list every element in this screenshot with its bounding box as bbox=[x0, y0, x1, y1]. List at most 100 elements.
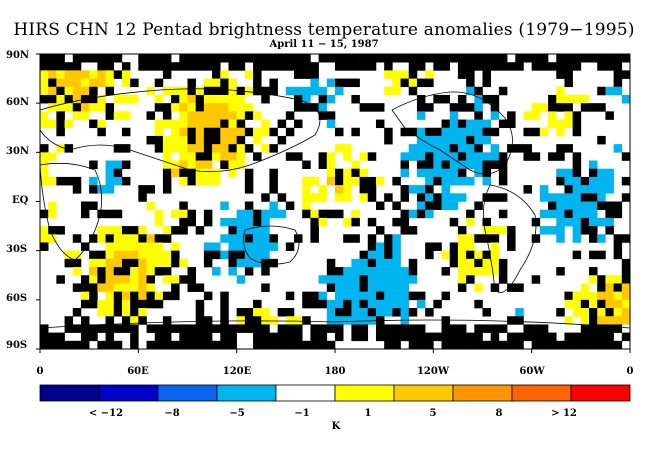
anomaly-cell bbox=[220, 340, 229, 350]
anomaly-cell bbox=[154, 135, 164, 145]
anomaly-cell bbox=[130, 78, 139, 88]
anomaly-cell bbox=[359, 332, 369, 342]
anomaly-cell bbox=[556, 176, 565, 186]
anomaly-cell bbox=[613, 86, 623, 96]
anomaly-cell bbox=[539, 62, 549, 71]
anomaly-cell bbox=[179, 258, 188, 268]
anomaly-cell bbox=[375, 54, 385, 63]
anomaly-cell bbox=[72, 70, 82, 79]
anomaly-cell bbox=[359, 291, 369, 301]
anomaly-cell bbox=[531, 62, 541, 71]
anomaly-cell bbox=[392, 217, 401, 227]
anomaly-cell bbox=[80, 340, 90, 350]
anomaly-cell bbox=[384, 193, 393, 202]
anomaly-cell bbox=[121, 324, 131, 333]
anomaly-cell bbox=[449, 242, 459, 251]
anomaly-cell bbox=[187, 217, 196, 227]
anomaly-cell bbox=[351, 308, 360, 317]
anomaly-cell bbox=[154, 258, 164, 268]
anomaly-cell bbox=[589, 209, 598, 219]
anomaly-cell bbox=[121, 127, 131, 137]
anomaly-cell bbox=[408, 267, 418, 276]
anomaly-cell bbox=[539, 185, 549, 194]
anomaly-cell bbox=[154, 332, 164, 342]
anomaly-cell bbox=[113, 168, 123, 178]
anomaly-cell bbox=[269, 127, 278, 137]
anomaly-cell bbox=[490, 226, 500, 235]
anomaly-cell bbox=[572, 340, 582, 350]
anomaly-cell bbox=[589, 201, 598, 210]
anomaly-cell bbox=[203, 209, 213, 219]
anomaly-cell bbox=[572, 193, 582, 202]
anomaly-cell bbox=[105, 62, 115, 71]
anomaly-cell bbox=[367, 234, 377, 243]
anomaly-cell bbox=[441, 144, 451, 153]
anomaly-cell bbox=[441, 291, 451, 301]
anomaly-cell bbox=[416, 62, 426, 71]
anomaly-cell bbox=[236, 308, 246, 317]
anomaly-cell bbox=[228, 152, 237, 161]
anomaly-cell bbox=[130, 267, 139, 276]
anomaly-cell bbox=[179, 160, 188, 170]
anomaly-cell bbox=[359, 250, 369, 260]
anomaly-cell bbox=[605, 299, 614, 309]
anomaly-cell bbox=[482, 160, 491, 170]
anomaly-cell bbox=[474, 324, 483, 333]
anomaly-cell bbox=[121, 78, 131, 88]
anomaly-cell bbox=[40, 176, 49, 186]
anomaly-cell bbox=[515, 62, 524, 71]
anomaly-cell bbox=[220, 119, 229, 129]
anomaly-cell bbox=[228, 144, 237, 153]
anomaly-cell bbox=[367, 242, 377, 251]
anomaly-cell bbox=[302, 103, 311, 112]
anomaly-cell bbox=[416, 201, 426, 210]
anomaly-cell bbox=[179, 62, 188, 71]
anomaly-cell bbox=[89, 291, 98, 301]
anomaly-cell bbox=[515, 340, 524, 350]
anomaly-cell bbox=[613, 70, 623, 79]
anomaly-cell bbox=[498, 275, 508, 284]
anomaly-cell bbox=[392, 258, 401, 268]
anomaly-cell bbox=[441, 127, 451, 137]
anomaly-cell bbox=[220, 86, 229, 96]
anomaly-cell bbox=[457, 267, 467, 276]
anomaly-cell bbox=[515, 144, 524, 153]
anomaly-cell bbox=[589, 316, 598, 325]
anomaly-cell bbox=[335, 324, 344, 333]
anomaly-cell bbox=[457, 258, 467, 268]
anomaly-cell bbox=[597, 86, 606, 96]
anomaly-cell bbox=[154, 242, 164, 251]
anomaly-cell bbox=[195, 119, 205, 129]
anomaly-cell bbox=[375, 324, 385, 333]
anomaly-cell bbox=[605, 308, 614, 317]
anomaly-cell bbox=[89, 275, 98, 284]
anomaly-cell bbox=[449, 111, 459, 120]
anomaly-cell bbox=[564, 78, 573, 88]
anomaly-cell bbox=[400, 332, 410, 342]
anomaly-cell bbox=[425, 103, 434, 112]
anomaly-cell bbox=[416, 160, 426, 170]
anomaly-cell bbox=[392, 275, 401, 284]
anomaly-cell bbox=[482, 62, 491, 71]
anomaly-cell bbox=[539, 54, 549, 63]
anomaly-cell bbox=[195, 226, 205, 235]
anomaly-cell bbox=[302, 209, 311, 219]
anomaly-cell bbox=[408, 291, 418, 301]
anomaly-cell bbox=[171, 250, 180, 260]
anomaly-cell bbox=[97, 234, 106, 243]
anomaly-cell bbox=[244, 258, 254, 268]
anomaly-cell bbox=[359, 152, 369, 161]
colorbar-swatch bbox=[157, 384, 218, 402]
anomaly-cell bbox=[80, 103, 90, 112]
anomaly-cell bbox=[105, 308, 115, 317]
anomaly-cell bbox=[507, 234, 516, 243]
anomaly-cell bbox=[384, 70, 393, 79]
anomaly-cell bbox=[441, 332, 451, 342]
anomaly-cell bbox=[597, 54, 606, 63]
anomaly-cell bbox=[310, 332, 319, 342]
anomaly-cell bbox=[285, 201, 295, 210]
anomaly-cell bbox=[220, 299, 229, 309]
anomaly-cell bbox=[179, 103, 188, 112]
anomaly-cell bbox=[220, 250, 229, 260]
anomaly-cell bbox=[80, 111, 90, 120]
